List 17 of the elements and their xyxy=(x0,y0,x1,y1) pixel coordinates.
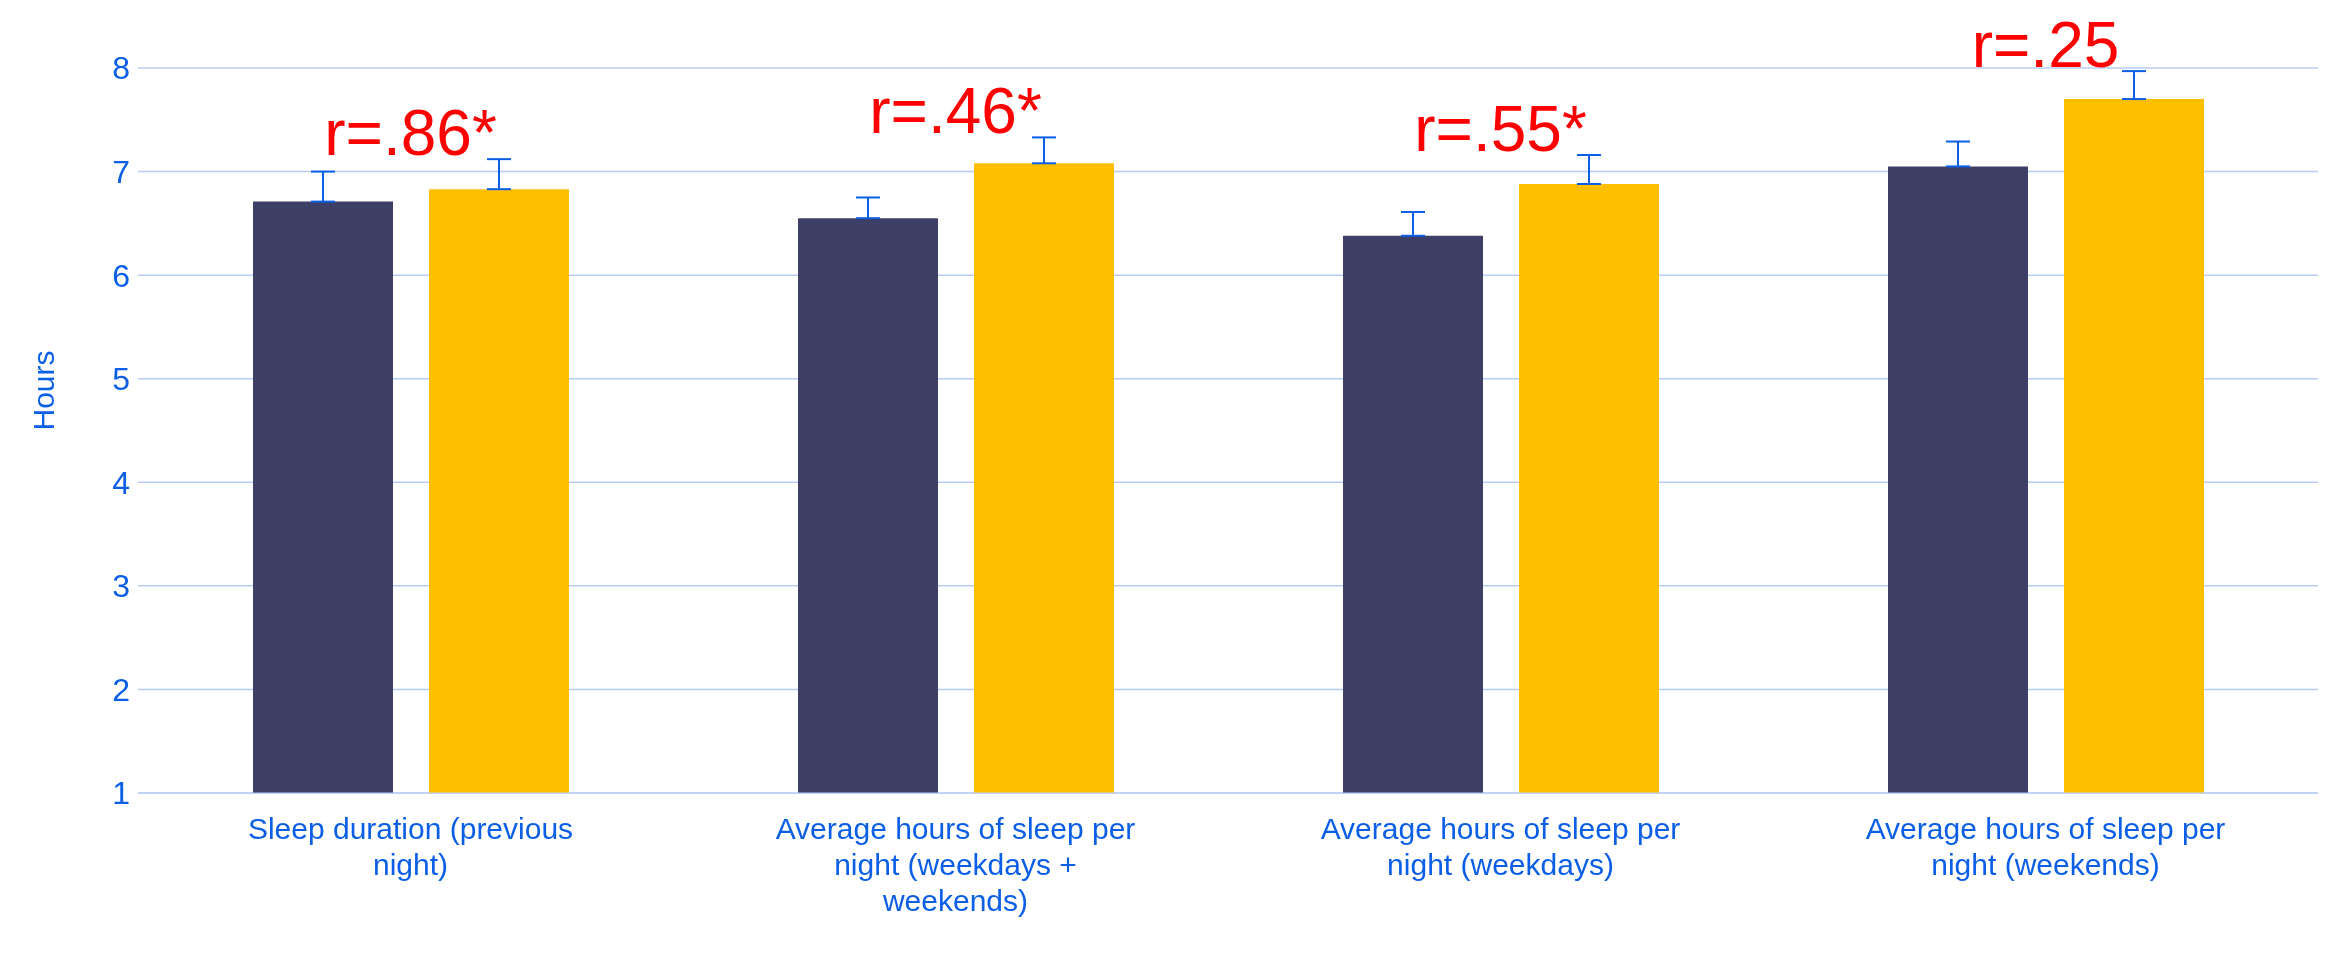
y-tick-label: 5 xyxy=(112,361,130,398)
y-axis-title: Hours xyxy=(26,350,60,431)
annotation: r=.55* xyxy=(1414,93,1587,165)
y-tick-label: 3 xyxy=(112,568,130,605)
y-tick-label: 1 xyxy=(112,775,130,812)
annotation: r=.25 xyxy=(1971,9,2120,82)
y-tick-label: 7 xyxy=(112,153,130,190)
y-tick-label: 8 xyxy=(112,50,130,87)
y-tick-label: 4 xyxy=(112,464,130,501)
annotation: r=.86* xyxy=(324,97,497,170)
annotation: r=.46* xyxy=(869,75,1042,148)
y-tick-label: 6 xyxy=(112,257,130,294)
y-tick-label: 2 xyxy=(112,671,130,708)
x-tick-label: Sleep duration (previous night) xyxy=(247,812,574,881)
x-tick-label: Average hours of sleep per night (weekdays + weekends) xyxy=(775,812,1136,917)
x-tick-label: Average hours of sleep per night (weekdays) xyxy=(1320,812,1681,881)
x-tick-label: Average hours of sleep per night (weekends) xyxy=(1865,812,2226,881)
